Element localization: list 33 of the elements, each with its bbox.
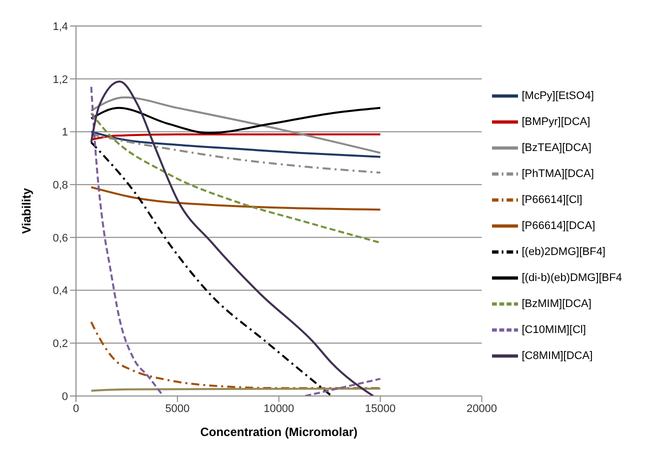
- y-tick-label: 0: [62, 390, 68, 403]
- line-series: [90, 106, 382, 134]
- legend-label: [BzMIM][DCA]: [522, 298, 592, 310]
- x-tick-label: 0: [72, 402, 80, 415]
- y-tick-label: 1,4: [52, 20, 68, 33]
- line-series: [90, 186, 382, 211]
- x-tick-label: 10000: [264, 402, 294, 415]
- legend-label: [PhTMA][DCA]: [522, 168, 594, 180]
- legend-label: [(eb)2DMG][BF4]: [522, 246, 606, 258]
- y-tick-label: 0,4: [52, 285, 68, 298]
- legend-label: [BMPyr][DCA]: [522, 116, 590, 128]
- x-tick-label: 5000: [165, 402, 190, 415]
- y-tick-label: 0,2: [52, 338, 68, 350]
- line-series: [90, 133, 382, 174]
- x-tick-label: 20000: [466, 402, 498, 415]
- y-tick-label: 1,2: [52, 74, 68, 86]
- line-series: [90, 141, 333, 396]
- line-series: [90, 112, 382, 244]
- y-tick-label: 0,8: [52, 179, 68, 192]
- legend-label: [BzTEA][DCA]: [522, 142, 592, 154]
- line-series: [90, 130, 382, 158]
- y-axis-title: Viability: [19, 188, 34, 234]
- legend-label: [McPy][EtSO4]: [522, 90, 594, 102]
- line-series: [90, 321, 382, 390]
- legend-label: [(di-b)(eb)DMG][BF4: [522, 272, 622, 284]
- legend-label: [C8MIM][DCA]: [522, 350, 593, 362]
- y-tick-label: 0,6: [52, 232, 68, 244]
- legend-label: [P66614][DCA]: [522, 220, 596, 232]
- legend-label: [C10MIM][Cl]: [522, 324, 586, 336]
- x-tick-label: 15000: [365, 402, 396, 415]
- legend-label: [P66614][Cl]: [522, 194, 582, 206]
- x-axis-title: Concentration (Micromolar): [200, 425, 358, 439]
- y-tick-label: 1: [62, 126, 68, 139]
